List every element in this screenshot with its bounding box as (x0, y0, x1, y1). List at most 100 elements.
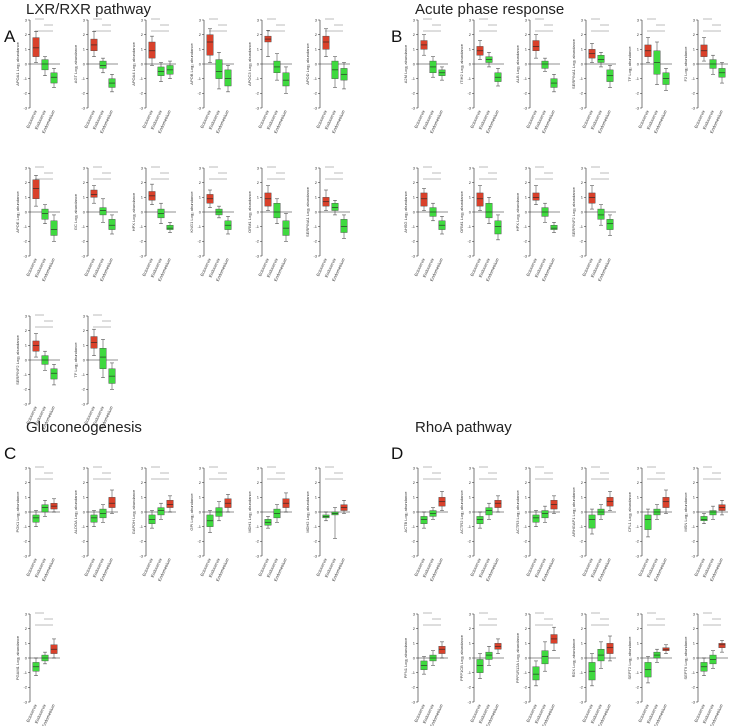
y-tick-label: 1 (525, 641, 528, 646)
y-tick-label: 2 (315, 480, 318, 485)
panel-c-title: Gluconeogenesis (26, 419, 142, 436)
y-tick-label: -3 (691, 553, 695, 558)
y-tick-label: 3 (141, 17, 144, 22)
y-tick-label: 3 (469, 165, 472, 170)
y-tick-label: 2 (637, 32, 640, 37)
y-tick-label: 1 (257, 495, 260, 500)
y-tick-label: 0 (83, 209, 86, 214)
y-tick-label: 2 (25, 480, 28, 485)
y-tick-label: 0 (581, 209, 584, 214)
y-tick-label: -3 (411, 105, 415, 110)
y-tick-label: -1 (467, 524, 471, 529)
y-tick-label: 3 (25, 465, 28, 470)
y-tick-label: -3 (523, 253, 527, 258)
y-tick-label: 1 (315, 195, 318, 200)
y-tick-label: 3 (257, 165, 260, 170)
y-tick-label: -2 (81, 539, 85, 544)
y-tick-label: 2 (413, 32, 416, 37)
y-tick-label: 1 (413, 47, 416, 52)
box-endometrium (166, 224, 174, 230)
y-tick-label: 0 (315, 509, 318, 514)
y-tick-label: -1 (255, 224, 259, 229)
box-endometrium (50, 72, 58, 84)
y-tick-label: -2 (635, 685, 639, 690)
y-tick-label: -1 (691, 524, 695, 529)
y-axis-label: MDH2 Log₂ abundance (305, 490, 310, 532)
y-tick-label: 2 (199, 480, 202, 485)
y-tick-label: 0 (199, 209, 202, 214)
y-axis-label: APOC3 Log₂ abundance (247, 41, 252, 86)
y-tick-label: 2 (581, 480, 584, 485)
box-ectocervix (206, 34, 214, 56)
y-tick-label: 0 (141, 209, 144, 214)
box-endometrium (282, 72, 290, 87)
y-tick-label: 2 (315, 32, 318, 37)
y-axis-label: ALDOA Log₂ abundance (73, 489, 78, 533)
y-axis-label: APOD Log₂ abundance (305, 42, 310, 84)
y-tick-label: 3 (581, 17, 584, 22)
y-tick-label: 0 (199, 61, 202, 66)
y-axis-label: HPX Log₂ abundance (131, 192, 136, 231)
y-tick-label: 1 (637, 495, 640, 500)
y-axis-label: PFN1 Log₂ abundance (403, 637, 408, 678)
y-tick-label: -1 (139, 76, 143, 81)
y-tick-label: -3 (579, 253, 583, 258)
y-tick-label: 3 (199, 465, 202, 470)
y-tick-label: 2 (469, 180, 472, 185)
y-tick-label: 0 (469, 509, 472, 514)
y-tick-label: 2 (83, 32, 86, 37)
y-tick-label: 2 (25, 180, 28, 185)
y-tick-label: -2 (411, 539, 415, 544)
y-tick-label: 2 (83, 180, 86, 185)
y-tick-label: -2 (691, 91, 695, 96)
y-tick-label: -1 (313, 524, 317, 529)
y-tick-label: -2 (579, 685, 583, 690)
box-endocervix (41, 59, 49, 71)
panel-d-title: RhoA pathway (415, 419, 512, 436)
y-tick-label: -1 (523, 524, 527, 529)
y-tick-label: -3 (635, 105, 639, 110)
y-tick-label: -2 (139, 91, 143, 96)
y-tick-label: -2 (23, 91, 27, 96)
y-tick-label: 3 (257, 17, 260, 22)
y-tick-label: -2 (579, 91, 583, 96)
y-axis-label: F2 Log₂ abundance (683, 46, 688, 82)
y-tick-label: 3 (413, 17, 416, 22)
y-tick-label: 0 (413, 209, 416, 214)
y-tick-label: -2 (197, 91, 201, 96)
y-tick-label: 0 (525, 209, 528, 214)
y-tick-label: 3 (525, 465, 528, 470)
y-tick-label: -3 (313, 553, 317, 558)
y-tick-label: 2 (141, 32, 144, 37)
box-endometrium (108, 497, 116, 508)
y-tick-label: -2 (523, 539, 527, 544)
y-tick-label: -1 (411, 670, 415, 675)
y-tick-label: 3 (469, 465, 472, 470)
y-axis-label: SERPINF2 Log₂ abundance (15, 334, 20, 385)
y-tick-label: -1 (411, 224, 415, 229)
y-tick-label: 3 (25, 165, 28, 170)
y-tick-label: -2 (139, 539, 143, 544)
y-tick-label: -2 (81, 387, 85, 392)
y-axis-label: AHSG Log₂ abundance (403, 190, 408, 232)
y-tick-label: 2 (257, 180, 260, 185)
y-tick-label: -1 (23, 224, 27, 229)
y-tick-label: -1 (197, 76, 201, 81)
box-endocervix (597, 55, 605, 63)
box-endometrium (662, 497, 670, 508)
y-axis-label: SERPINA1 Log₂ abundance (305, 186, 310, 237)
y-tick-label: -3 (313, 253, 317, 258)
